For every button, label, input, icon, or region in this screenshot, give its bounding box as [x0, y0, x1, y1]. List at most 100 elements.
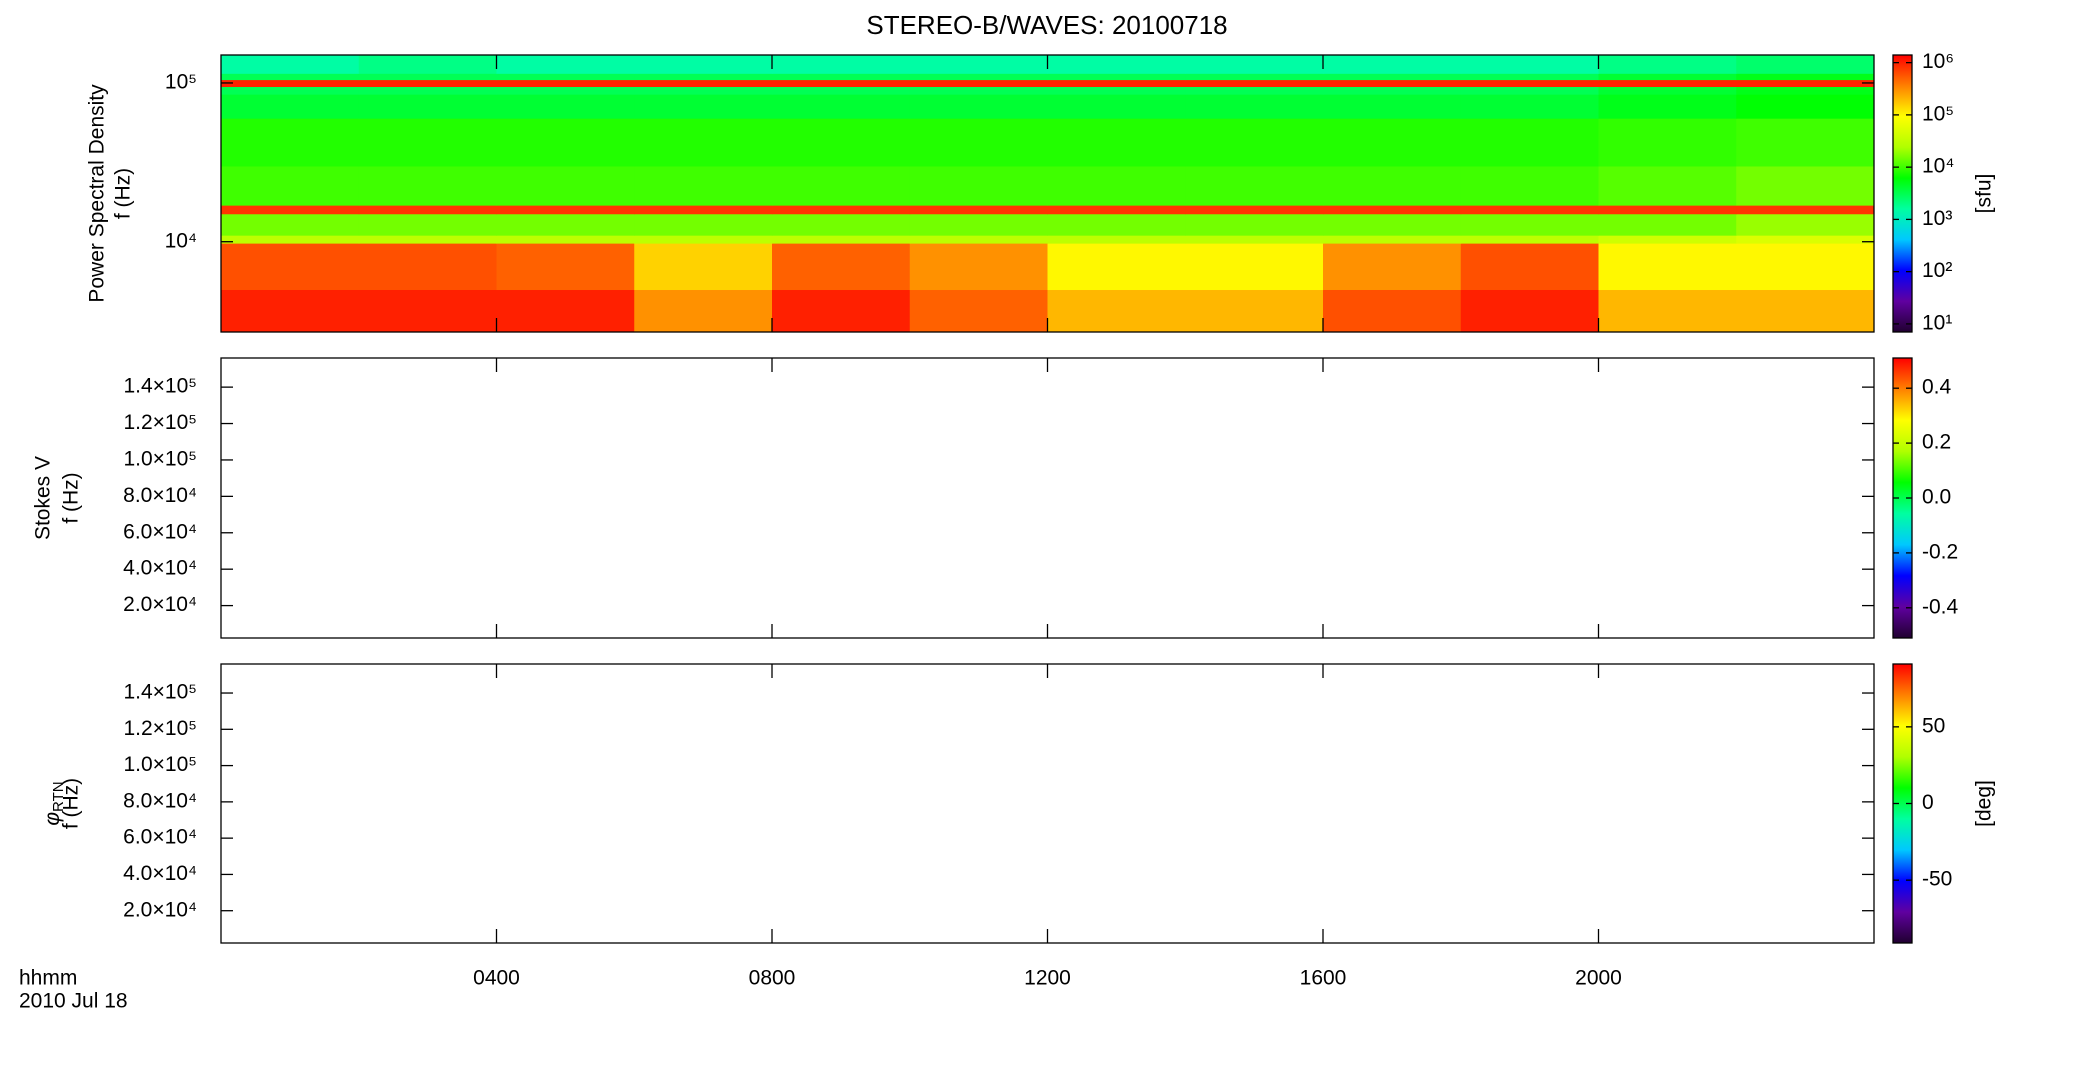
spectrogram-cell: [1185, 235, 1324, 244]
spectrogram-cell: [1323, 235, 1462, 244]
spectrogram-cell: [496, 79, 635, 87]
chart-title: STEREO-B/WAVES: 20100718: [866, 10, 1227, 40]
spectrogram-cell: [358, 213, 497, 236]
spectrogram-cell: [1736, 94, 1875, 119]
spectrogram-cell: [221, 243, 360, 291]
spectrogram-cell: [358, 118, 497, 167]
y-tick-label: 6.0×10⁴: [123, 520, 197, 543]
spectrogram-cell: [1323, 73, 1462, 81]
spectrogram-cell: [909, 205, 1048, 215]
spectrogram-cell: [1185, 79, 1324, 87]
spectrogram-cell: [1460, 55, 1599, 74]
y-tick-label: 10⁵: [165, 71, 197, 94]
y-axis-subscript: RTN: [50, 781, 67, 812]
spectrogram-cell: [496, 289, 635, 333]
spectrogram-cell: [909, 213, 1048, 236]
y-tick-label: 1.2×10⁵: [123, 717, 197, 740]
spectrogram-cell: [772, 94, 911, 119]
spectrogram-cell: [1736, 213, 1875, 236]
spectrogram-cell: [634, 118, 773, 167]
spectrogram-cell: [634, 213, 773, 236]
y-tick-label: 2.0×10⁴: [123, 898, 197, 921]
spectrogram-cell: [358, 235, 497, 244]
spectrogram-cell: [772, 289, 911, 333]
spectrogram-cell: [909, 79, 1048, 87]
spectrogram-cell: [496, 213, 635, 236]
spectrogram-cell: [221, 213, 360, 236]
spectrogram-cell: [1598, 205, 1737, 215]
spectrogram-cell: [358, 205, 497, 215]
spectrogram-cell: [496, 235, 635, 244]
spectrogram-cell: [1185, 94, 1324, 119]
spectrogram-cell: [221, 79, 360, 87]
spectrogram-cell: [1460, 86, 1599, 95]
spectrogram-cell: [1598, 86, 1737, 95]
spectrogram-cell: [1736, 165, 1875, 206]
spectrogram-cell: [772, 205, 911, 215]
spectrogram-cell: [1460, 165, 1599, 206]
spectrogram-cell: [496, 165, 635, 206]
x-tick-label: 2000: [1575, 967, 1622, 990]
spectrogram-cell: [496, 55, 635, 74]
spectrogram-cell: [1598, 94, 1737, 119]
spectrogram-cell: [634, 165, 773, 206]
spectrogram-cell: [1185, 205, 1324, 215]
spectrogram-cell: [1598, 289, 1737, 333]
spectrogram-cell: [1736, 205, 1875, 215]
spectrogram-cell: [358, 94, 497, 119]
spectrogram-cell: [1736, 55, 1875, 74]
spectrogram-cell: [772, 86, 911, 95]
spectrogram-cell: [772, 235, 911, 244]
spectrogram-cell: [496, 86, 635, 95]
colorbar-tick-label: 10¹: [1922, 311, 1952, 334]
spectrogram-cell: [634, 205, 773, 215]
spectrogram-cell: [1598, 235, 1737, 244]
spectrogram-cell: [1185, 165, 1324, 206]
spectrogram-cell: [1047, 205, 1186, 215]
spectrogram-cell: [634, 243, 773, 291]
spectrogram-cell: [1323, 79, 1462, 87]
spectrogram-cell: [1460, 213, 1599, 236]
spectrogram-cell: [1323, 205, 1462, 215]
spectrogram-cell: [1460, 235, 1599, 244]
spectrogram-cell: [221, 55, 360, 74]
spectrogram-cell: [909, 243, 1048, 291]
spectrogram-cell: [221, 118, 360, 167]
y-tick-label: 8.0×10⁴: [123, 484, 197, 507]
spectrogram-cell: [909, 165, 1048, 206]
spectrogram-cell: [1598, 73, 1737, 81]
spectrogram-cell: [634, 73, 773, 81]
spectrogram-cell: [496, 243, 635, 291]
spectrogram-cell: [1047, 86, 1186, 95]
spectrogram-cell: [634, 289, 773, 333]
spectrogram-cell: [221, 289, 360, 333]
spectrogram-cell: [1323, 243, 1462, 291]
spectrogram-cell: [1460, 205, 1599, 215]
spectrogram-cell: [1047, 235, 1186, 244]
spectrogram-cell: [1736, 118, 1875, 167]
spectrogram-cell: [1047, 243, 1186, 291]
spectrogram-cell: [1047, 289, 1186, 333]
spectrogram-cell: [1185, 73, 1324, 81]
y-axis-label: Power Spectral Density: [86, 84, 109, 303]
spectrogram-cell: [358, 73, 497, 81]
y-tick-label: 6.0×10⁴: [123, 826, 197, 849]
spectrogram-cell: [1047, 165, 1186, 206]
y-tick-label: 1.4×10⁵: [123, 375, 197, 398]
spectrogram-cell: [909, 73, 1048, 81]
spectrogram-cell: [221, 86, 360, 95]
colorbar-tick-label: 10⁵: [1922, 102, 1954, 125]
spectrogram-cell: [1185, 86, 1324, 95]
spectrogram-cell: [634, 55, 773, 74]
y-tick-label: 8.0×10⁴: [123, 789, 197, 812]
colorbar-tick-label: 10⁴: [1922, 155, 1954, 178]
y-tick-label: 4.0×10⁴: [123, 557, 197, 580]
x-tick-label: 0800: [749, 967, 796, 990]
spectrogram-cell: [1598, 243, 1737, 291]
x-tick-label: 1600: [1300, 967, 1347, 990]
spectrogram-cell: [221, 73, 360, 81]
colorbar: [1892, 54, 1913, 333]
spectrogram-cell: [909, 118, 1048, 167]
spectrogram-cell: [1323, 289, 1462, 333]
y-tick-label: 1.4×10⁵: [123, 681, 197, 704]
